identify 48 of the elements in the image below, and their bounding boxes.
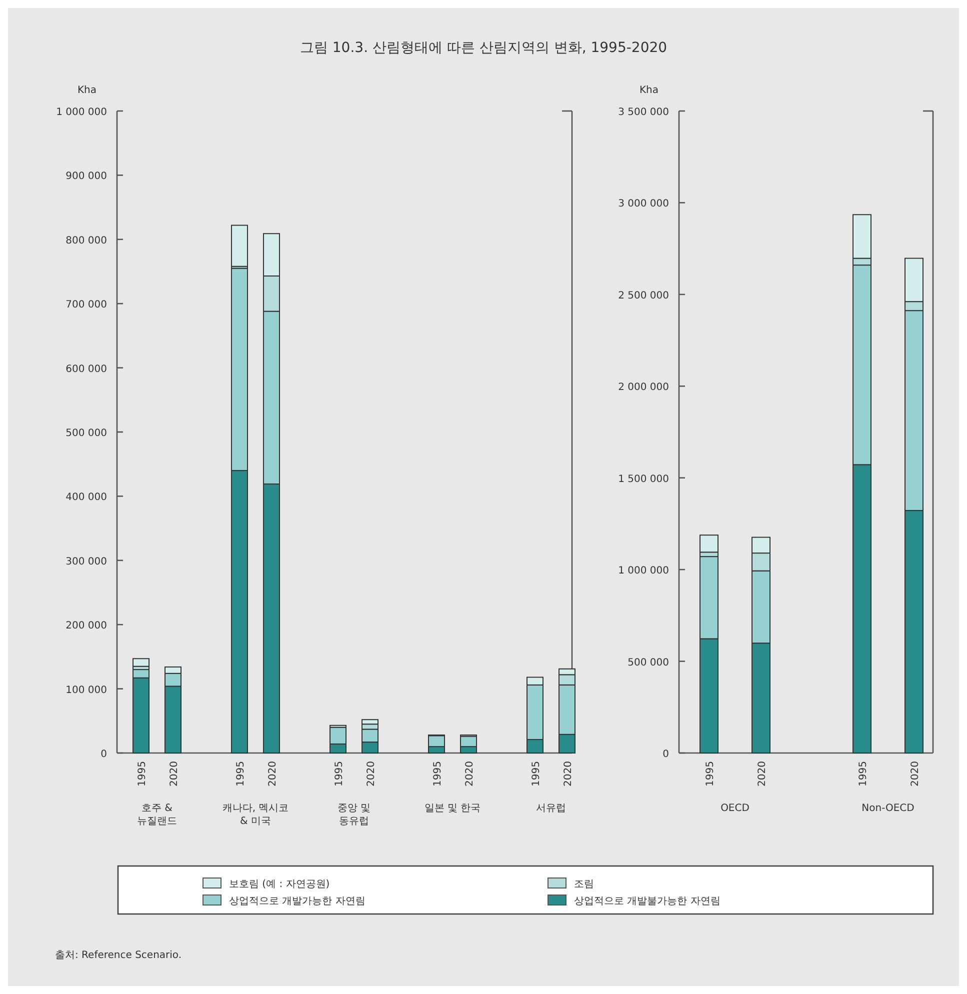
text: 캐나다, 멕시코 & 미국 — [222, 803, 289, 827]
text: OECD — [720, 803, 750, 814]
y-tick-label: 500 000 — [66, 428, 107, 439]
y-tick-label: 900 000 — [66, 171, 107, 182]
y-tick-label: 0 — [662, 749, 669, 760]
y-axis-title: Kha — [639, 85, 659, 96]
chart-title: 그림 10.3. 산림형태에 따른 산림지역의 변화, 1995-2020 — [300, 40, 668, 56]
text: Non-OECD — [862, 803, 915, 814]
y-axis-title: Kha — [77, 85, 97, 96]
x-tick-label: 2020 — [563, 761, 574, 786]
y-tick-label: 1 500 000 — [618, 474, 669, 485]
legend-label: 상업적으로 개발불가능한 자연림 — [574, 896, 720, 907]
source-note: 출처: Reference Scenario. — [55, 950, 182, 961]
y-tick-label: 1 000 000 — [56, 107, 107, 118]
y-tick-label: 2 000 000 — [618, 382, 669, 394]
x-tick-label: 1995 — [858, 761, 869, 786]
y-tick-label: 100 000 — [66, 684, 107, 696]
y-tick-label: 0 — [100, 749, 107, 760]
text: 호주 & 뉴질랜드 — [137, 803, 177, 827]
y-tick-label: 500 000 — [628, 657, 669, 668]
x-tick-label: 2020 — [169, 761, 180, 786]
x-tick-label: 1995 — [705, 761, 716, 786]
legend-label: 상업적으로 개발가능한 자연림 — [229, 896, 366, 907]
x-tick-label: 2020 — [464, 761, 476, 786]
y-tick-label: 600 000 — [66, 364, 107, 375]
x-tick-label: 1995 — [236, 761, 246, 786]
text: 중앙 및 동유럽 — [337, 803, 371, 827]
x-tick-label: 2020 — [910, 761, 921, 786]
x-tick-label: 1995 — [334, 761, 345, 786]
legend-label: 보호림 (예 : 자연공원) — [229, 879, 330, 890]
x-tick-label: 1995 — [137, 761, 148, 786]
y-tick-label: 800 000 — [66, 235, 107, 246]
y-tick-label: 200 000 — [66, 620, 107, 632]
y-tick-label: 1 000 000 — [618, 566, 669, 577]
x-tick-label: 1995 — [432, 761, 444, 786]
text: 서유럽 — [536, 803, 566, 814]
x-tick-label: 2020 — [268, 761, 278, 786]
x-tick-label: 1995 — [531, 761, 542, 786]
y-tick-label: 3 000 000 — [618, 198, 669, 210]
x-tick-label: 2020 — [757, 761, 768, 786]
text: 일본 및 한국 — [424, 803, 481, 814]
y-tick-label: 300 000 — [66, 556, 107, 568]
y-tick-label: 2 500 000 — [618, 290, 669, 302]
y-tick-label: 700 000 — [66, 300, 107, 311]
y-tick-label: 400 000 — [66, 492, 107, 504]
legend-label: 조림 — [574, 879, 594, 890]
y-tick-label: 3 500 000 — [618, 107, 669, 118]
x-tick-label: 2020 — [366, 761, 377, 786]
